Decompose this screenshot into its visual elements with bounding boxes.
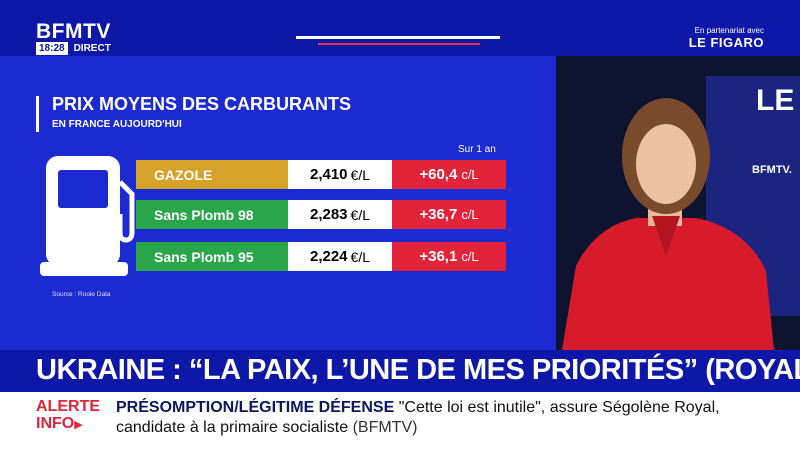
backdrop-text: LE [756,84,795,117]
price-unit: €/L [350,248,370,265]
price-value: 2,410 [309,166,348,183]
video-feed: LE BFMTV. [556,56,800,350]
alert-line1: ALERTE [36,398,100,415]
price-value: 2,283 [309,206,348,223]
decor-line-red [318,43,480,45]
backdrop-logo: BFMTV. [752,164,792,176]
fuel-row-sp98: Sans Plomb 98 2,283 €/L +36,7 c/L [136,200,506,229]
partner-name: LE FIGARO [688,35,764,50]
fuel-name: Sans Plomb 98 [136,200,288,229]
ticker-message: PRÉSOMPTION/LÉGITIME DÉFENSE "Cette loi … [116,398,776,438]
channel-logo: BFMTV [36,20,111,43]
fuel-row-sp95: Sans Plomb 95 2,224 €/L +36,1 c/L [136,242,506,271]
fuel-row-gazole: GAZOLE 2,410 €/L +60,4 c/L [136,160,506,189]
fuel-name: GAZOLE [136,160,288,189]
fuel-change: +60,4 c/L [392,160,506,189]
guest-image [562,98,774,350]
price-unit: €/L [350,166,370,183]
headline-text: UKRAINE : “LA PAIX, L’UNE DE MES PRIORIT… [36,354,800,386]
partner-badge: En partenariat avec LE FIGARO [689,26,764,50]
ticker-source: (BFMTV) [352,419,418,436]
fuel-price: 2,224 €/L [288,242,392,271]
change-value: +60,4 [419,166,458,183]
fuel-name: Sans Plomb 95 [136,242,288,271]
panel-subtitle: EN FRANCE AUJOURD'HUI [52,119,182,130]
title-accent [36,96,39,132]
fuel-price-panel: PRIX MOYENS DES CARBURANTS EN FRANCE AUJ… [0,56,556,350]
time-box: 18:28 DIRECT [36,42,113,55]
price-value: 2,224 [309,248,348,265]
data-source: Source : Roole Data [52,291,111,298]
change-column-header: Sur 1 an [458,144,496,155]
play-arrow-icon: ▶ [74,419,83,431]
fuel-price: 2,410 €/L [288,160,392,189]
price-unit: €/L [350,206,370,223]
ticker-topic: PRÉSOMPTION/LÉGITIME DÉFENSE [116,399,395,416]
clock: 18:28 [36,42,68,55]
fuel-change: +36,1 c/L [392,242,506,271]
change-unit: c/L [461,207,479,222]
ticker-body: "Cette loi est inutile", assure Ségolène… [116,399,720,436]
headline-banner: UKRAINE : “LA PAIX, L’UNE DE MES PRIORIT… [0,350,800,392]
change-unit: c/L [461,167,479,182]
news-ticker: ALERTE INFO▶ PRÉSOMPTION/LÉGITIME DÉFENS… [0,392,800,450]
change-value: +36,1 [419,248,458,265]
panel-title: PRIX MOYENS DES CARBURANTS [52,94,352,114]
fuel-change: +36,7 c/L [392,200,506,229]
change-unit: c/L [461,249,479,264]
alert-line2: INFO [36,415,75,432]
decor-line [296,36,500,39]
live-label: DIRECT [73,43,111,54]
fuel-pump-icon [40,156,135,276]
top-bar: BFMTV 18:28 DIRECT En partenariat avec L… [0,0,800,56]
alert-line2-wrap: INFO▶ [36,415,100,434]
partner-label: En partenariat avec [694,26,764,35]
alert-info-label: ALERTE INFO▶ [36,398,100,434]
fuel-price: 2,283 €/L [288,200,392,229]
change-value: +36,7 [419,206,458,223]
